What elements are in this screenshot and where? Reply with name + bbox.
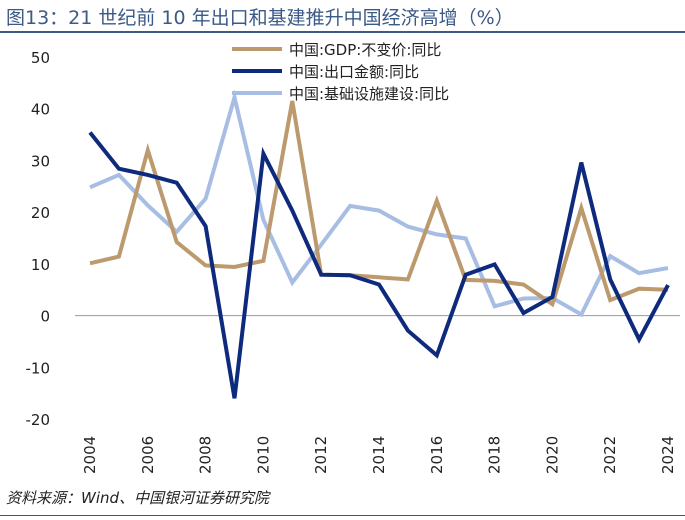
title-divider bbox=[0, 31, 685, 33]
x-tick-label: 2014 bbox=[370, 436, 388, 474]
series-lines bbox=[88, 89, 670, 399]
y-tick-label: 30 bbox=[31, 152, 50, 170]
series-line-1 bbox=[88, 131, 670, 399]
y-tick-label: 20 bbox=[31, 204, 50, 222]
legend-label-1: 中国:出口金额:同比 bbox=[289, 63, 419, 81]
figure-title: 图13：21 世纪前 10 年出口和基建推升中国经济高增（%） bbox=[6, 7, 514, 29]
y-tick-label: -20 bbox=[26, 411, 51, 429]
x-tick-label: 2004 bbox=[81, 436, 99, 474]
y-tick-label: 50 bbox=[31, 49, 50, 67]
x-tick-label: 2008 bbox=[197, 436, 215, 474]
y-tick-label: 10 bbox=[31, 256, 50, 274]
x-tick-label: 2018 bbox=[486, 436, 504, 474]
x-tick-label: 2020 bbox=[543, 436, 561, 474]
y-tick-label: 40 bbox=[31, 101, 50, 119]
x-tick-label: 2006 bbox=[139, 436, 157, 474]
bottom-divider bbox=[0, 515, 685, 516]
y-tick-label: -10 bbox=[26, 359, 51, 377]
x-tick-label: 2016 bbox=[428, 436, 446, 474]
series-line-0 bbox=[89, 100, 669, 308]
legend-label-2: 中国:基础设施建设:同比 bbox=[289, 85, 449, 103]
x-tick-label: 2012 bbox=[312, 436, 330, 474]
x-tick-label: 2022 bbox=[601, 436, 619, 474]
source-note: 资料来源：Wind、中国银河证券研究院 bbox=[6, 489, 270, 507]
y-axis-ticks: 50 40 30 20 10 0 -10 -20 bbox=[26, 49, 51, 429]
series-line-2 bbox=[89, 89, 669, 318]
x-axis-ticks: 2004 2006 2008 2010 2012 2014 2016 2018 2020 2022… bbox=[81, 436, 677, 474]
y-tick-label: 0 bbox=[40, 308, 50, 326]
legend-label-0: 中国:GDP:不变价:同比 bbox=[289, 41, 441, 59]
x-tick-label: 2010 bbox=[254, 436, 272, 474]
x-tick-label: 2024 bbox=[659, 436, 677, 474]
